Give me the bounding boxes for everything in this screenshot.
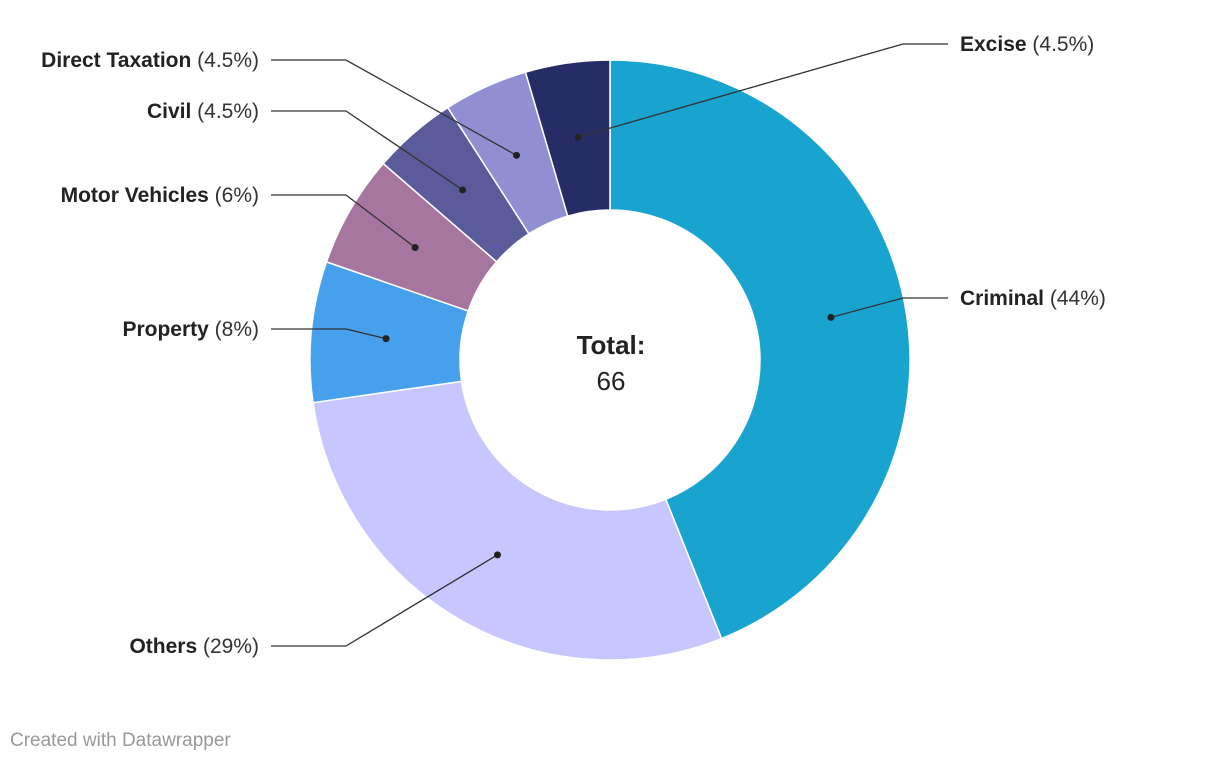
slice-label-name: Property [122,318,209,341]
leader-dot [494,551,501,559]
slice-label-percent: (29%) [197,635,259,658]
leader-dot [382,335,390,343]
center-total-title: Total: [577,330,646,360]
leader-dot [574,133,582,141]
datawrapper-credit: Created with Datawrapper [10,730,231,751]
slice-label: Property (8%) [122,318,259,341]
leader-line [271,328,387,340]
leader-dot [513,151,521,159]
leader-line [271,110,464,191]
leader-line [577,43,948,138]
center-total-value: 66 [597,366,626,396]
slice-others [312,380,723,661]
donut-slices [309,59,911,661]
slice-label: Criminal (44%) [960,287,1106,310]
slice-label-percent: (8%) [209,318,259,341]
slice-excise [524,59,611,218]
leader-dot [827,313,835,321]
slice-label: Others (29%) [129,635,259,658]
leader-dot [411,244,419,251]
slice-label: Motor Vehicles (6%) [61,184,259,207]
leader-dot [459,186,467,194]
leader-line [271,554,498,647]
slice-label: Civil (4.5%) [147,100,259,123]
slice-label-percent: (44%) [1044,287,1106,310]
leader-line [271,59,517,156]
slice-labels: Criminal (44%) Others (29%) Property (8%) M… [41,33,1106,658]
slice-label-name: Direct Taxation [41,49,191,72]
leader-line [830,297,948,319]
slice-label-percent: (4.5%) [191,100,259,123]
slice-label: Excise (4.5%) [960,33,1094,56]
slice-label-percent: (4.5%) [191,49,259,72]
leader-lines [271,43,948,647]
slice-label-name: Criminal [960,287,1044,310]
slice-label-name: Others [129,635,197,658]
leader-line [271,194,416,249]
slice-label-name: Civil [147,100,191,123]
slice-label: Direct Taxation (4.5%) [41,49,259,72]
slice-label-name: Excise [960,33,1027,56]
slice-label-percent: (4.5%) [1027,33,1095,56]
slice-label-percent: (6%) [209,184,259,207]
slice-label-name: Motor Vehicles [61,184,209,207]
slice-criminal [609,59,911,640]
